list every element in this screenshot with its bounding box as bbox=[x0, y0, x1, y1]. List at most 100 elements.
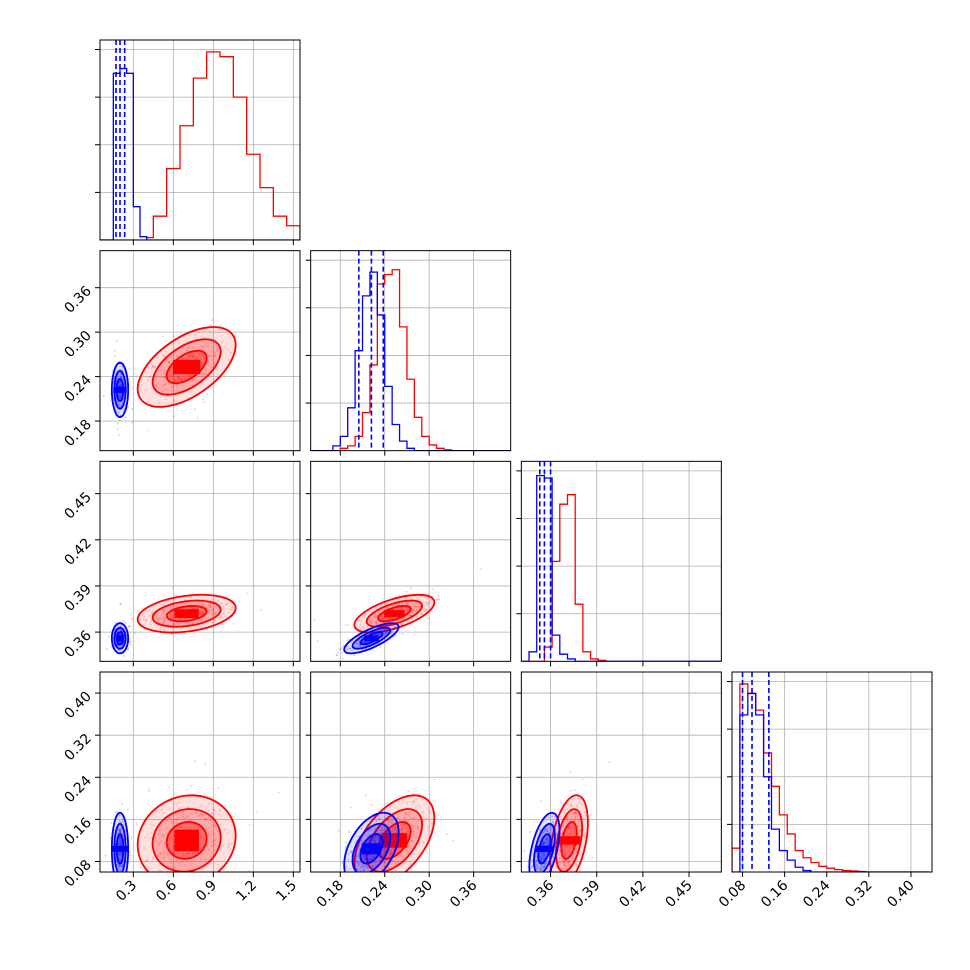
sample-point-red bbox=[375, 615, 378, 618]
sample-point-red bbox=[577, 825, 580, 828]
panel-body bbox=[521, 672, 722, 905]
sample-point-red bbox=[196, 357, 199, 360]
sample-point-red bbox=[414, 825, 417, 828]
sample-point-red bbox=[194, 810, 197, 813]
sample-point-red bbox=[209, 355, 212, 358]
sample-point-red bbox=[389, 618, 392, 621]
sample-point-red bbox=[188, 852, 191, 855]
sample-point-blue bbox=[543, 841, 546, 844]
sample-point-red bbox=[563, 863, 566, 866]
sample-point-red bbox=[566, 802, 569, 805]
sample-point-red bbox=[226, 603, 229, 606]
sample-point-blue bbox=[547, 840, 550, 843]
sample-point-red bbox=[374, 835, 377, 838]
sample-point-blue bbox=[543, 865, 546, 868]
sample-point-red bbox=[578, 869, 581, 872]
sample-point-red bbox=[349, 901, 351, 903]
sample-point-red bbox=[219, 616, 222, 619]
sample-point-red bbox=[411, 610, 414, 613]
sample-point-red bbox=[189, 354, 192, 357]
x-tick-label: 1.5 bbox=[273, 878, 300, 905]
sample-point-red bbox=[405, 590, 408, 593]
sample-point-red bbox=[164, 354, 167, 357]
sample-point-blue bbox=[391, 834, 394, 837]
sample-point-blue bbox=[525, 903, 527, 905]
sample-point-blue bbox=[542, 842, 545, 845]
sample-point-red bbox=[189, 818, 192, 821]
sample-point-red bbox=[565, 867, 568, 870]
sample-point-blue bbox=[119, 830, 122, 833]
sample-point-red bbox=[391, 617, 394, 620]
y-tick-label: 0.30 bbox=[61, 328, 94, 361]
y-tick-label: 0.39 bbox=[61, 581, 94, 614]
sample-point-blue bbox=[363, 854, 366, 857]
sample-point-red bbox=[568, 828, 571, 831]
sample-point-red bbox=[578, 830, 581, 833]
sample-point-blue bbox=[344, 845, 347, 848]
sample-point-red bbox=[119, 602, 122, 605]
sample-point-red bbox=[405, 597, 408, 600]
sample-point-red bbox=[437, 813, 440, 816]
sample-point-red bbox=[194, 607, 197, 610]
sample-point-red bbox=[201, 361, 204, 364]
sample-point-blue bbox=[379, 854, 382, 857]
x-tick-label: 0.08 bbox=[716, 878, 749, 911]
sample-point-red bbox=[211, 319, 214, 322]
sample-point-red bbox=[415, 835, 418, 838]
sample-point-blue bbox=[366, 641, 369, 644]
sample-point-blue bbox=[350, 806, 353, 809]
sample-point-blue bbox=[539, 869, 542, 872]
sample-point-blue bbox=[370, 841, 373, 844]
sample-point-red bbox=[168, 816, 171, 819]
sample-point-blue bbox=[119, 633, 122, 636]
sample-point-red bbox=[143, 836, 146, 839]
sample-point-red bbox=[130, 617, 133, 620]
sample-point-blue bbox=[347, 858, 350, 861]
sample-point-red bbox=[173, 622, 176, 625]
sample-point-red bbox=[367, 854, 370, 857]
sample-point-red bbox=[413, 829, 416, 832]
sample-point-blue bbox=[119, 375, 122, 378]
sample-point-red bbox=[167, 360, 170, 363]
sample-point-red bbox=[181, 811, 184, 814]
sample-point-red bbox=[446, 833, 449, 836]
sample-point-red bbox=[180, 377, 183, 380]
sample-point-blue bbox=[356, 873, 358, 875]
histogram-blue bbox=[310, 271, 511, 451]
sample-point-red bbox=[403, 823, 406, 826]
sample-point-red bbox=[577, 825, 580, 828]
sample-point-red bbox=[580, 803, 583, 806]
sample-point-blue bbox=[538, 866, 541, 869]
sample-point-blue bbox=[117, 832, 120, 835]
sample-point-red bbox=[583, 834, 586, 837]
sample-point-red bbox=[129, 613, 132, 616]
sample-point-red bbox=[172, 845, 175, 848]
sample-point-blue bbox=[562, 803, 565, 806]
sample-point-red bbox=[163, 387, 166, 390]
x-tick-label: 0.36 bbox=[524, 877, 557, 910]
sample-point-red bbox=[583, 811, 586, 814]
sample-point-red bbox=[435, 598, 438, 601]
sample-point-blue bbox=[110, 821, 113, 824]
sample-point-red bbox=[582, 817, 585, 820]
sample-point-red bbox=[163, 619, 166, 622]
sample-point-blue bbox=[118, 877, 120, 879]
sample-point-red bbox=[200, 813, 203, 816]
x-tick-label: 0.24 bbox=[358, 877, 391, 910]
sample-point-red bbox=[574, 812, 577, 815]
sample-point-red bbox=[182, 626, 185, 629]
sample-point-red bbox=[136, 609, 139, 612]
sample-point-red bbox=[190, 355, 193, 358]
sample-point-blue bbox=[371, 803, 374, 806]
sample-point-blue bbox=[380, 826, 383, 829]
sample-point-blue bbox=[546, 828, 549, 831]
sample-point-blue bbox=[118, 837, 121, 840]
sample-point-red bbox=[188, 374, 191, 377]
sample-point-red bbox=[195, 376, 198, 379]
sample-point-blue bbox=[369, 856, 372, 859]
sample-point-red bbox=[401, 855, 404, 858]
sample-point-red bbox=[409, 847, 412, 850]
sample-point-blue bbox=[394, 826, 397, 829]
sample-point-red bbox=[578, 853, 581, 856]
sample-point-red bbox=[567, 862, 570, 865]
